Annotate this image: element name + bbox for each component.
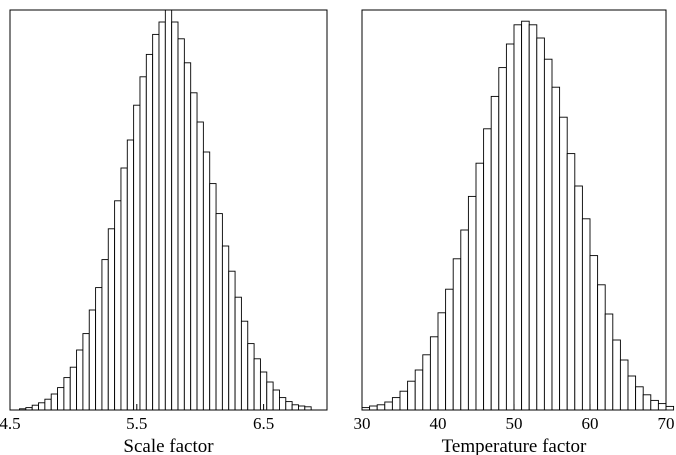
scale-factor-bar bbox=[82, 333, 90, 411]
scale-factor-bar bbox=[50, 393, 58, 411]
scale-factor-bar bbox=[171, 21, 179, 411]
temperature-factor-bar bbox=[376, 404, 386, 411]
temperature-factor-bar bbox=[581, 218, 591, 411]
temperature-factor-bar bbox=[505, 43, 515, 411]
temperature-factor-bar bbox=[414, 369, 424, 411]
temperature-factor-bar bbox=[619, 359, 629, 411]
temperature-factor-bar bbox=[467, 195, 477, 411]
scale-factor-bar bbox=[228, 270, 236, 411]
scale-factor-bar bbox=[126, 139, 135, 411]
scale-factor-bar bbox=[272, 389, 280, 411]
scale-factor-bar bbox=[31, 404, 39, 411]
temperature-factor-bar bbox=[521, 20, 530, 411]
scale-factor-plot-frame bbox=[9, 9, 328, 411]
temperature-factor-bar bbox=[369, 405, 378, 411]
scale-factor-bar bbox=[145, 53, 154, 411]
scale-factor-bar bbox=[139, 76, 147, 411]
temperature-factor-bar bbox=[657, 403, 667, 411]
scale-factor-bar bbox=[95, 287, 103, 411]
scale-factor-bar bbox=[240, 320, 249, 411]
temperature-factor-bar bbox=[498, 67, 507, 411]
temperature-factor-bar bbox=[437, 312, 447, 411]
temperature-factor-x-tick-label: 50 bbox=[506, 414, 523, 433]
scale-factor-x-tick-label: 6.5 bbox=[253, 414, 274, 433]
scale-factor-bar bbox=[88, 309, 97, 411]
temperature-factor-bar bbox=[559, 116, 568, 411]
temperature-factor-bar bbox=[399, 390, 409, 411]
scale-factor-bar bbox=[133, 104, 141, 411]
temperature-factor-bar bbox=[551, 86, 561, 411]
temperature-factor-bar bbox=[445, 288, 454, 411]
temperature-factor-bar bbox=[635, 386, 644, 411]
temperature-factor-bar bbox=[627, 375, 637, 411]
scale-factor-bar bbox=[209, 183, 217, 411]
scale-factor-bar bbox=[152, 33, 160, 411]
scale-factor-bar bbox=[114, 200, 122, 411]
temperature-factor-histogram: 30 40 50 60 70 Temperature factor bbox=[354, 9, 675, 455]
temperature-factor-bar bbox=[543, 58, 553, 411]
temperature-factor-bar bbox=[604, 313, 614, 411]
scale-factor-bar bbox=[183, 62, 192, 411]
scale-factor-bar bbox=[38, 402, 46, 411]
temperature-factor-bar bbox=[391, 397, 401, 411]
scale-factor-bar bbox=[57, 387, 65, 411]
scale-factor-bar bbox=[234, 296, 242, 411]
temperature-factor-x-axis-label: Temperature factor bbox=[442, 436, 587, 455]
scale-factor-bar bbox=[69, 366, 78, 411]
temperature-factor-bar bbox=[422, 354, 431, 411]
temperature-factor-bar bbox=[566, 153, 576, 411]
scale-factor-bar bbox=[63, 377, 71, 411]
scale-factor-histogram: 4.5 5.5 6.5 Scale factor bbox=[0, 9, 328, 455]
temperature-factor-bar bbox=[642, 394, 652, 411]
scale-factor-bar bbox=[107, 228, 116, 411]
scale-factor-bar bbox=[164, 9, 173, 411]
scale-factor-bar bbox=[247, 343, 255, 411]
scale-factor-bar bbox=[44, 398, 52, 411]
scale-factor-bar bbox=[177, 38, 185, 411]
temperature-factor-bar bbox=[536, 37, 545, 411]
scale-factor-bar bbox=[221, 245, 230, 411]
scale-factor-x-tick-label: 5.5 bbox=[126, 414, 147, 433]
scale-factor-x-axis-label: Scale factor bbox=[123, 436, 214, 455]
temperature-factor-bar bbox=[429, 336, 439, 411]
temperature-factor-bar bbox=[460, 229, 469, 411]
scale-factor-bar bbox=[298, 405, 306, 411]
scale-factor-bar bbox=[285, 401, 293, 411]
temperature-factor-bar bbox=[407, 380, 416, 411]
scale-factor-bar bbox=[101, 259, 109, 411]
temperature-factor-bar bbox=[513, 24, 523, 411]
temperature-factor-x-tick-label: 40 bbox=[430, 414, 447, 433]
temperature-factor-bar bbox=[528, 24, 538, 411]
temperature-factor-bar bbox=[452, 258, 462, 411]
temperature-factor-x-tick-label: 60 bbox=[582, 414, 599, 433]
scale-factor-bar bbox=[279, 397, 287, 411]
temperature-factor-x-tick-label: 70 bbox=[658, 414, 675, 433]
temperature-factor-bar bbox=[475, 162, 485, 411]
temperature-factor-bar bbox=[490, 95, 500, 411]
temperature-factor-bar bbox=[597, 284, 606, 411]
temperature-factor-bar bbox=[650, 399, 659, 411]
temperature-factor-bar bbox=[665, 405, 675, 411]
temperature-factor-bar bbox=[483, 128, 492, 411]
temperature-factor-x-tick-label: 30 bbox=[354, 414, 371, 433]
scale-factor-bar bbox=[266, 381, 274, 411]
temperature-factor-bar bbox=[574, 185, 583, 411]
scale-factor-bar bbox=[190, 92, 198, 411]
temperature-factor-bar bbox=[589, 255, 599, 411]
scale-factor-bar bbox=[196, 121, 204, 411]
temperature-factor-bar bbox=[384, 401, 393, 411]
temperature-factor-bar bbox=[612, 339, 621, 411]
scale-factor-x-tick-label: 4.5 bbox=[0, 414, 21, 433]
scale-factor-bar bbox=[202, 151, 211, 411]
scale-factor-bar bbox=[291, 404, 299, 411]
scale-factor-bar bbox=[253, 358, 261, 411]
scale-factor-bar bbox=[215, 213, 223, 411]
scale-factor-bar bbox=[120, 167, 128, 411]
scale-factor-bar bbox=[76, 349, 84, 411]
scale-factor-bar bbox=[158, 21, 166, 411]
